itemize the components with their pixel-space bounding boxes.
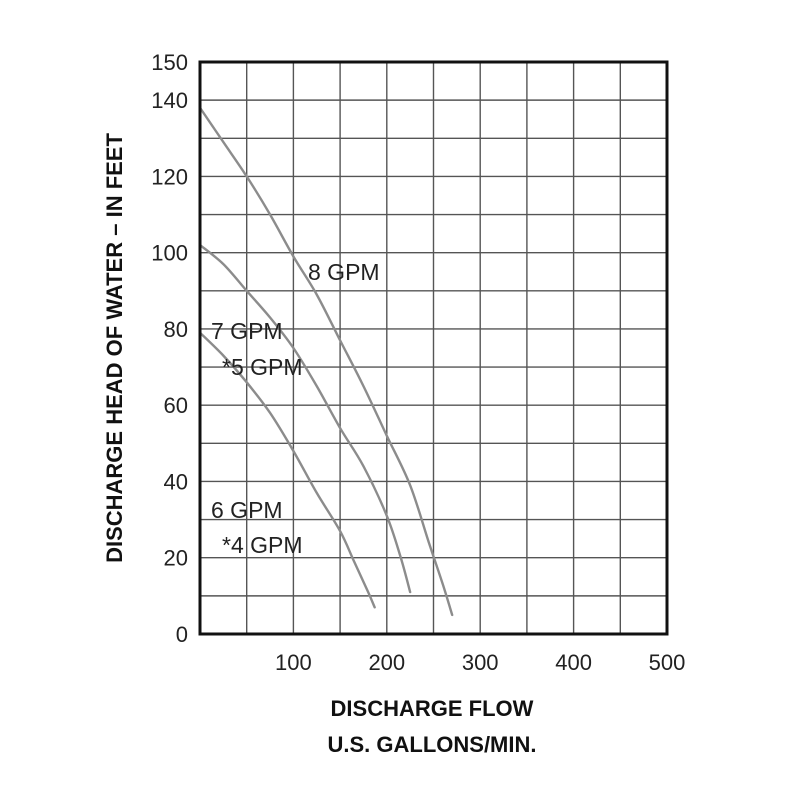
y-tick-label: 0 xyxy=(176,622,188,647)
label-7-gpm: 7 GPM xyxy=(211,318,283,344)
label-6-gpm: 6 GPM xyxy=(211,497,283,523)
y-tick-label: 20 xyxy=(164,546,188,571)
y-tick-label: 120 xyxy=(151,164,188,189)
series-curve-1 xyxy=(198,331,376,609)
series-curve-2 xyxy=(198,243,412,594)
series-curve-3 xyxy=(198,106,454,617)
label-8-gpm: 8 GPM xyxy=(308,259,380,285)
x-tick-label: 400 xyxy=(555,650,592,675)
label-4-gpm: *4 GPM xyxy=(222,532,303,558)
y-tick-label: 60 xyxy=(164,393,188,418)
x-tick-labels: 100 200 300 400 500 xyxy=(275,650,685,675)
y-tick-label: 140 xyxy=(151,88,188,113)
y-tick-label: 150 xyxy=(151,50,188,75)
plot-frame xyxy=(198,60,669,636)
grid xyxy=(200,62,667,634)
x-tick-label: 500 xyxy=(649,650,686,675)
label-5-gpm: *5 GPM xyxy=(222,354,303,380)
y-tick-label: 40 xyxy=(164,469,188,494)
x-axis-title-line-1: DISCHARGE FLOW xyxy=(331,696,534,721)
y-axis-title: DISCHARGE HEAD OF WATER – IN FEET xyxy=(102,133,127,563)
x-tick-label: 300 xyxy=(462,650,499,675)
y-tick-label: 100 xyxy=(151,241,188,266)
series-layer xyxy=(198,106,454,617)
x-tick-label: 200 xyxy=(368,650,405,675)
y-tick-label: 80 xyxy=(164,317,188,342)
x-axis-title-line-2: U.S. GALLONS/MIN. xyxy=(328,732,537,757)
y-tick-labels: 0 20 40 60 80 100 120 140 150 xyxy=(151,50,188,647)
x-tick-label: 100 xyxy=(275,650,312,675)
